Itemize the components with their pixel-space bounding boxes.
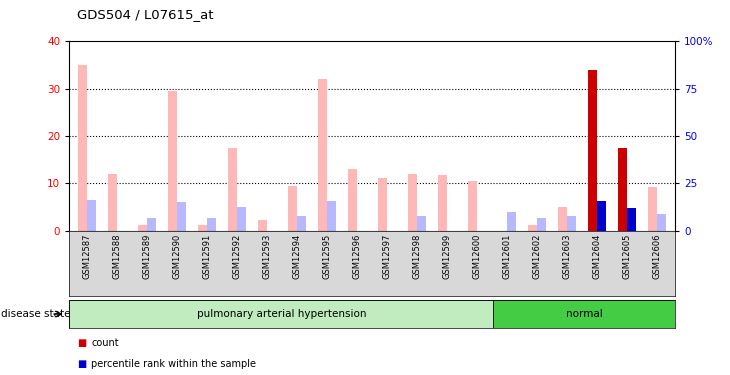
Text: GSM12605: GSM12605 [623,234,631,279]
Bar [597,201,606,231]
Bar [378,178,388,231]
Bar [318,79,327,231]
Bar [618,148,627,231]
Text: GSM12603: GSM12603 [563,234,572,279]
Text: GSM12591: GSM12591 [203,234,212,279]
Text: GSM12601: GSM12601 [503,234,512,279]
Text: GSM12592: GSM12592 [233,234,242,279]
Text: GSM12598: GSM12598 [412,234,422,279]
Bar [438,175,447,231]
Bar [348,169,357,231]
Bar [537,218,546,231]
Bar [507,211,516,231]
Text: GSM12595: GSM12595 [323,234,332,279]
Bar [169,91,177,231]
Text: GSM12604: GSM12604 [593,234,602,279]
Text: GSM12599: GSM12599 [443,234,452,279]
Bar [207,218,216,231]
Bar [88,200,96,231]
Text: GSM12600: GSM12600 [473,234,482,279]
Bar [297,216,307,231]
Bar [78,65,88,231]
Bar [657,214,666,231]
Bar [177,202,186,231]
Text: count: count [91,338,119,348]
Bar [288,186,297,231]
Bar [228,148,237,231]
Bar [139,225,147,231]
Bar [408,174,418,231]
Text: normal: normal [566,309,603,319]
Text: disease state: disease state [1,309,71,319]
Text: ■: ■ [77,359,86,369]
Bar [147,218,156,231]
Text: GSM12597: GSM12597 [383,234,392,279]
Text: percentile rank within the sample: percentile rank within the sample [91,359,256,369]
Text: GSM12588: GSM12588 [113,234,122,279]
Text: GDS504 / L07615_at: GDS504 / L07615_at [77,8,213,21]
Bar [529,225,537,231]
Bar [468,181,477,231]
Text: GSM12589: GSM12589 [143,234,152,279]
Bar [418,216,426,231]
Text: GSM12590: GSM12590 [173,234,182,279]
Bar [493,300,675,328]
Bar [648,187,657,231]
Bar [558,207,567,231]
Text: GSM12593: GSM12593 [263,234,272,279]
Text: ■: ■ [77,338,86,348]
Bar [237,207,246,231]
Text: GSM12606: GSM12606 [653,234,662,279]
Bar [618,148,627,231]
Bar [588,70,597,231]
Text: GSM12587: GSM12587 [82,234,92,279]
Text: GSM12602: GSM12602 [533,234,542,279]
Text: GSM12596: GSM12596 [353,234,362,279]
Bar [567,216,576,231]
Text: pulmonary arterial hypertension: pulmonary arterial hypertension [196,309,366,319]
Bar [258,220,267,231]
Bar [627,208,637,231]
Bar [199,225,207,231]
Text: GSM12594: GSM12594 [293,234,301,279]
Bar [69,300,493,328]
Bar [588,70,597,231]
Bar [108,174,118,231]
Bar [327,201,337,231]
